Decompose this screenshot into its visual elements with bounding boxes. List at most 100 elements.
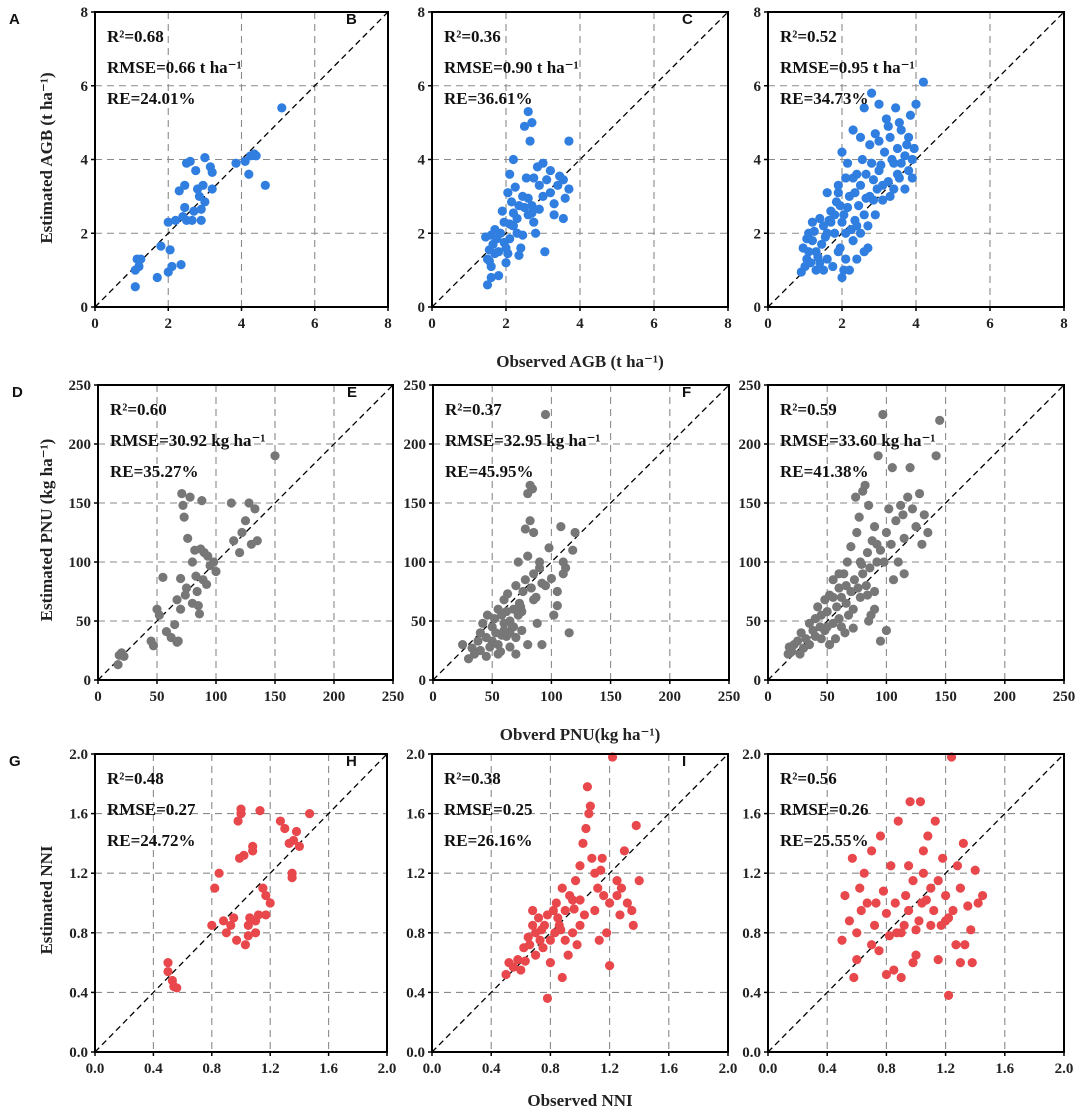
panel-f-data-point — [865, 563, 875, 573]
panel-b-data-point — [508, 208, 518, 218]
panel-h-data-point — [627, 905, 637, 916]
panel-c-data-point — [828, 261, 838, 272]
panel-e-data-point — [537, 640, 547, 650]
panel-a-y-tick-label: 4 — [81, 153, 89, 169]
panel-i-stat-rmse: RMSE=0.26 — [780, 800, 869, 819]
panel-h-x-tick-label: 1.2 — [600, 1061, 619, 1077]
panel-f-data-point — [864, 616, 874, 626]
panel-b-data-point — [505, 234, 515, 244]
panel-i-data-point — [893, 816, 903, 826]
panel-h-data-point — [575, 861, 585, 871]
panel-c-data-point — [861, 169, 871, 179]
panel-b-data-point — [519, 121, 530, 131]
panel-h-data-point — [619, 846, 630, 856]
panel-i-data-point — [952, 861, 963, 871]
panel-f-y-tick-label: 200 — [739, 437, 762, 453]
panel-g-x-tick-label: 2.0 — [378, 1061, 397, 1077]
panel-b-x-tick-label: 6 — [650, 316, 658, 332]
panel-c-data-point — [850, 188, 860, 198]
panel-b-x-tick-label: 4 — [576, 316, 584, 332]
panel-a-data-point — [163, 217, 173, 227]
panel-a-data-point — [196, 204, 206, 214]
panel-f-data-point — [855, 592, 865, 603]
panel-b-y-tick-label: 6 — [418, 79, 426, 95]
panel-d-y-tick-label: 150 — [69, 496, 92, 512]
panel-b-data-point — [523, 193, 533, 203]
panel-c-data-point — [909, 143, 919, 154]
panel-i-data-point — [914, 916, 924, 926]
panel-c-data-point — [876, 160, 886, 170]
panel-a-letter: A — [9, 11, 20, 28]
panel-f-data-point — [855, 557, 865, 567]
panel-g-data-point — [163, 958, 173, 968]
panel-e-data-point — [552, 601, 562, 611]
panel-a-data-point — [185, 156, 195, 166]
panel-i-data-point — [847, 853, 857, 863]
panel-b-data-point — [494, 247, 504, 257]
panel-g-data-point — [232, 935, 242, 945]
panel-f-data-point — [830, 634, 841, 644]
panel-i-data-point — [859, 868, 869, 878]
panel-e-data-point — [475, 645, 485, 656]
panel-d-data-point — [181, 583, 192, 593]
panel-b-y-tick-label: 8 — [418, 5, 426, 21]
panel-d-data-point — [177, 488, 187, 499]
panel-d-data-point — [170, 619, 180, 630]
panel-c-data-point — [894, 118, 904, 128]
panel-e-y-tick-label: 150 — [404, 496, 427, 512]
panel-d-data-point — [183, 533, 193, 544]
panel-d-data-point — [158, 572, 168, 582]
panel-c-data-point — [848, 125, 858, 135]
panel-f-letter: F — [682, 384, 691, 401]
panel-i-data-point — [908, 876, 918, 886]
panel-f-data-point — [923, 527, 933, 538]
row3-y-axis-title: Estimated NNI — [37, 845, 56, 954]
panel-c-data-point — [887, 154, 897, 165]
panel-d-data-point — [203, 551, 213, 561]
panel-f: 0 50 100 150 200 250 0 50 100 150 200 250 F R²=0.59 RM… — [682, 378, 1075, 705]
panel-d-data-point — [237, 527, 247, 538]
row2-y-axis-title: Estimated PNU (kg ha⁻¹) — [37, 439, 56, 622]
panel-g-data-point — [210, 883, 220, 893]
panel-f-y-tick-label: 100 — [739, 555, 762, 571]
panel-b-data-point — [523, 106, 533, 117]
panel-c-data-point — [878, 195, 888, 205]
panel-c-data-point — [859, 210, 869, 220]
panel-e-data-point — [527, 484, 538, 494]
panel-i-data-point — [929, 905, 939, 916]
panel-b-data-point — [527, 118, 537, 128]
panel-c-data-point — [830, 228, 840, 238]
panel-a-data-point — [207, 184, 217, 194]
panel-g-data-point — [288, 835, 299, 846]
panel-e-data-point — [497, 630, 507, 640]
panel-h-data-point — [587, 853, 597, 863]
panel-i-x-tick-label: 1.2 — [936, 1061, 955, 1077]
panel-c-x-tick-label: 6 — [986, 316, 994, 332]
panel-i-y-tick-label: 0.4 — [742, 985, 761, 1001]
panel-h-data-point — [602, 928, 612, 938]
panel-h-data-point — [585, 801, 595, 811]
panel-g-data-point — [236, 804, 246, 814]
panel-f-data-point — [872, 539, 882, 549]
panel-d-frame — [97, 384, 394, 681]
panel-g-data-point — [207, 920, 217, 930]
panel-d-stat-re: RE=35.27% — [110, 462, 199, 481]
panel-g-data-point — [218, 916, 229, 926]
panel-f-data-point — [869, 604, 880, 614]
panel-i-data-point — [923, 831, 933, 841]
panel-f-data-point — [864, 500, 874, 510]
panel-h-data-point — [520, 956, 530, 966]
panel-i-data-point — [871, 898, 881, 908]
panel-e-x-tick-label: 0 — [429, 689, 437, 705]
panel-g-data-point — [294, 841, 304, 851]
panel-g-data-point — [291, 826, 302, 837]
panel-d-data-point — [176, 604, 186, 614]
panel-f-data-point — [898, 510, 908, 520]
panel-h: 0.0 0.4 0.8 1.2 1.6 2.0 0.0 0.4 0.8 1.2 1.6 2.0 H R²=… — [346, 747, 737, 1077]
panel-e-data-point — [552, 586, 562, 597]
panel-i-data-point — [938, 853, 948, 863]
panel-b-data-point — [508, 154, 518, 165]
panel-h-data-point — [581, 823, 591, 834]
panel-h-data-point — [628, 920, 638, 930]
panel-i-data-point — [915, 797, 926, 807]
